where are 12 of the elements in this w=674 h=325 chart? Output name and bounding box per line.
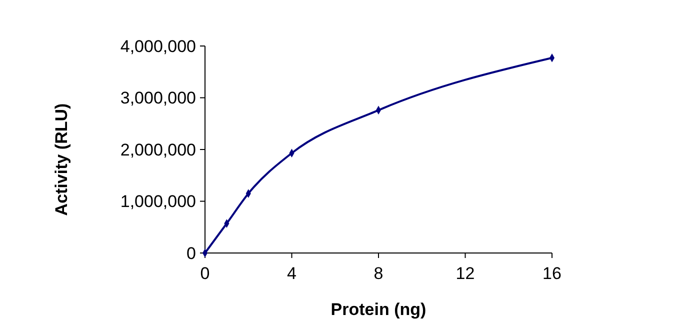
y-tick-label: 4,000,000 [120, 36, 196, 56]
x-tick-label: 12 [456, 264, 475, 283]
y-tick-label: 1,000,000 [120, 192, 196, 212]
y-tick-label: 2,000,000 [120, 140, 196, 160]
y-tick-label: 0 [186, 244, 196, 263]
x-tick-label: 16 [542, 264, 562, 283]
x-tick-label: 8 [374, 264, 384, 283]
y-tick-label: 3,000,000 [120, 88, 196, 108]
x-tick-label: 0 [200, 264, 210, 283]
y-axis-title: Activity (RLU) [52, 103, 71, 216]
x-axis-title: Protein (ng) [330, 300, 426, 319]
x-tick-label: 4 [287, 264, 296, 283]
